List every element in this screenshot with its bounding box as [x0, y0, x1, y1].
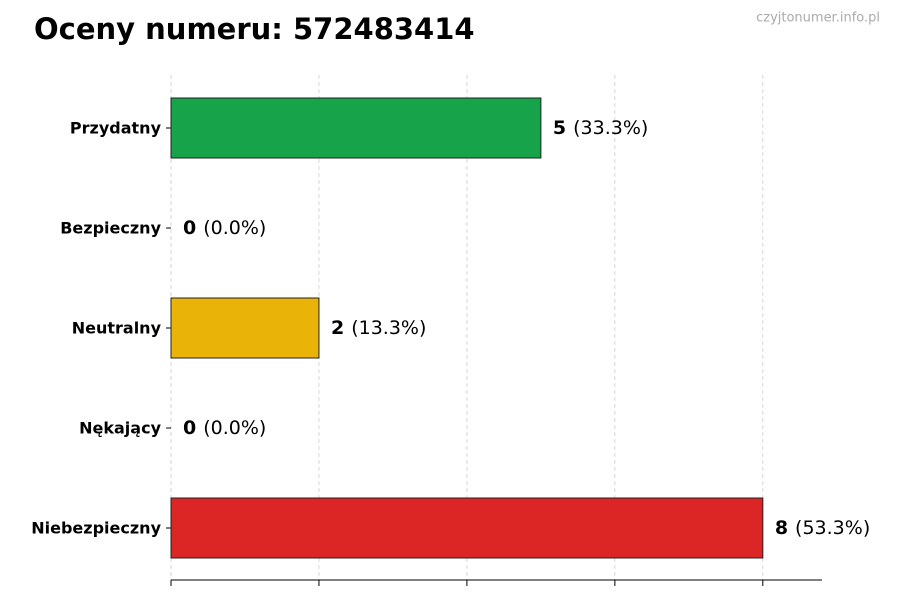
- value: 0: [183, 417, 196, 439]
- value-label: 0 (0.0%): [183, 217, 266, 239]
- value-label: 0 (0.0%): [183, 417, 266, 439]
- chart-title: Oceny numeru: 572483414: [34, 12, 475, 46]
- y-tick-label: Niebezpieczny: [31, 519, 161, 538]
- bar: [170, 497, 764, 559]
- value-label: 8 (53.3%): [775, 517, 870, 539]
- value-label: 5 (33.3%): [553, 117, 648, 139]
- value-label: 2 (13.3%): [331, 317, 426, 339]
- watermark: czyjtonumer.info.pl: [756, 11, 880, 26]
- share-label: (13.3%): [351, 317, 426, 339]
- value: 8: [775, 517, 788, 539]
- share-label: (0.0%): [203, 417, 266, 439]
- value: 0: [183, 217, 196, 239]
- bar: [170, 297, 320, 359]
- y-tick-label: Nękający: [79, 419, 161, 438]
- share-label: (0.0%): [203, 217, 266, 239]
- share-label: (53.3%): [795, 517, 870, 539]
- value: 5: [553, 117, 566, 139]
- share-label: (33.3%): [573, 117, 648, 139]
- y-tick-label: Neutralny: [72, 319, 162, 338]
- y-tick-label: Bezpieczny: [60, 219, 161, 238]
- y-tick-label: Przydatny: [70, 119, 162, 138]
- bar: [170, 97, 542, 159]
- value: 2: [331, 317, 344, 339]
